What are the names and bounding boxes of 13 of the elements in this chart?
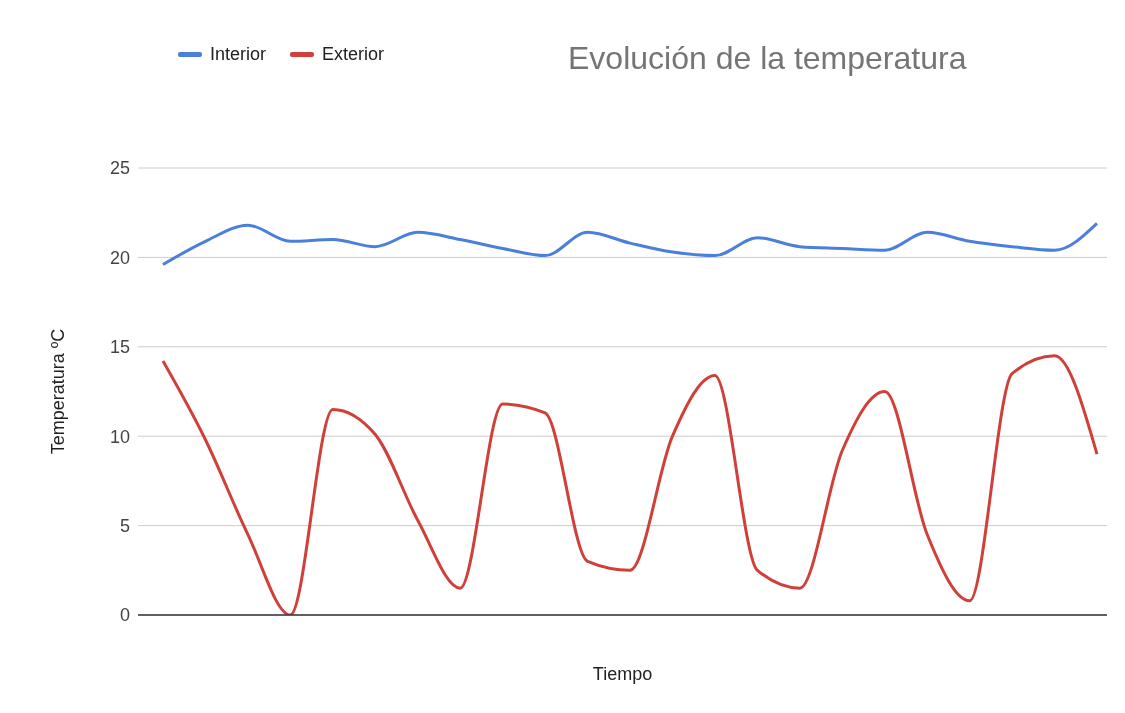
line-series xyxy=(161,354,1099,615)
chart-title: Evolución de la temperatura xyxy=(568,40,967,77)
y-tick-label: 25 xyxy=(109,158,130,179)
legend-label: Interior xyxy=(210,44,267,65)
y-tick-label: 15 xyxy=(109,337,130,358)
line-series xyxy=(161,221,1099,267)
x-axis-title: Tiempo xyxy=(592,664,653,684)
legend-label: Exterior xyxy=(322,44,385,65)
y-tick-label: 10 xyxy=(109,426,130,447)
y-tick-label: 20 xyxy=(109,247,130,268)
y-tick-label: 0 xyxy=(119,605,130,626)
y-tick-label: 5 xyxy=(119,515,130,536)
y-axis-title: Temperatura ºC xyxy=(48,328,69,455)
